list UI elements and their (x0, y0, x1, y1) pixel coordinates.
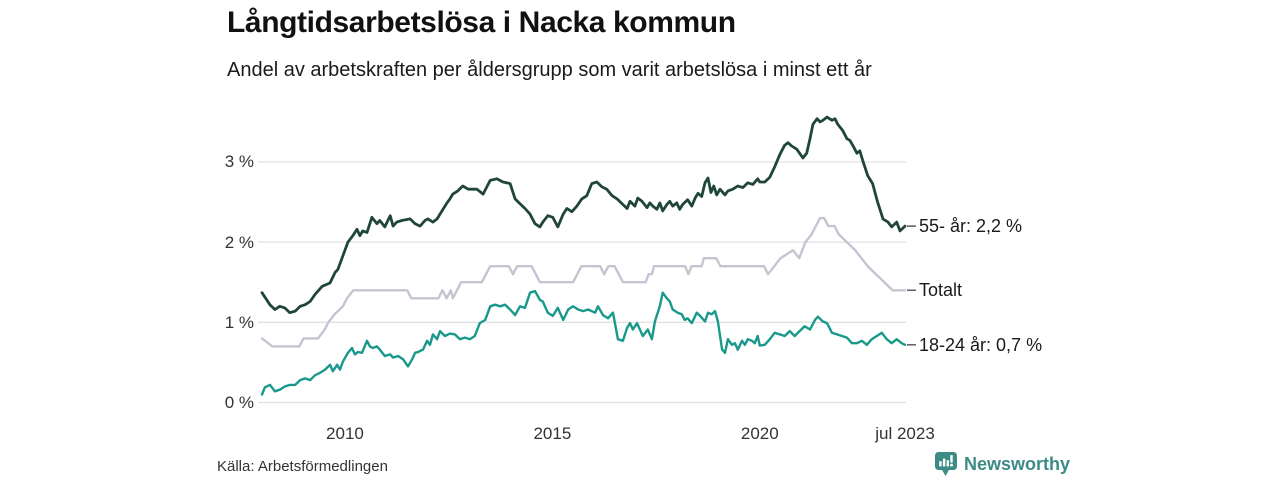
page-title: Långtidsarbetslösa i Nacka kommun (227, 6, 736, 39)
chart-subtitle: Andel av arbetskraften per åldersgrupp s… (227, 59, 872, 81)
series-end-label-totalt: Totalt (919, 280, 963, 301)
series-end-label-18-24: 18-24 år: 0,7 % (919, 334, 1043, 355)
newsworthy-brand-link[interactable]: Newsworthy (934, 451, 1070, 477)
x-axis-tick-label-jul2023: jul 2023 (875, 424, 935, 443)
newsworthy-logo-icon (934, 451, 958, 477)
newsworthy-wordmark: Newsworthy (964, 453, 1071, 474)
x-axis-tick-label-2010: 2010 (326, 424, 364, 443)
y-axis-tick-label-1pct: 1 % (224, 312, 254, 332)
y-axis-tick-label-0pct: 0 % (224, 393, 254, 412)
x-axis-tick-label-2020: 2020 (740, 424, 779, 443)
x-axis-tick-label-2015: 2015 (533, 424, 572, 443)
series-end-label-55plus: 55- år: 2,2 % (919, 216, 1023, 237)
source-note: Källa: Arbetsförmedlingen (217, 458, 388, 475)
y-axis-tick-label-2pct: 2 % (224, 232, 254, 252)
y-axis-tick-label-3pct: 3 % (224, 152, 254, 172)
